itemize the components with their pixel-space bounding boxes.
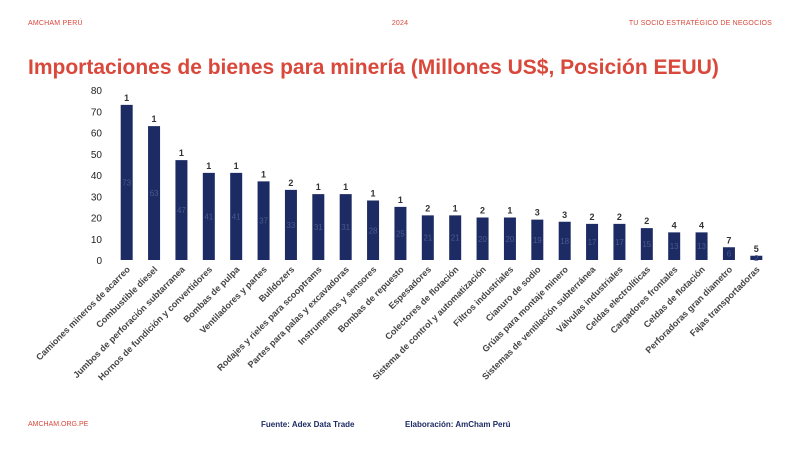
- footer-source: Fuente: Adex Data Trade: [261, 420, 355, 429]
- y-tick-label: 30: [91, 192, 103, 203]
- bar-value-label: 47: [177, 206, 186, 215]
- y-tick-label: 60: [91, 129, 103, 140]
- bar: [312, 194, 325, 260]
- bar-position-label: 1: [124, 93, 129, 103]
- x-category-label: Jumbos de perforación subtarranea: [71, 264, 187, 380]
- bar: [503, 217, 516, 260]
- bar: [695, 232, 708, 260]
- bar: [586, 223, 599, 260]
- y-tick-label: 0: [96, 256, 102, 267]
- bar-value-label: 21: [451, 234, 460, 243]
- bar-value-label: 73: [122, 178, 131, 187]
- bar-value-label: 18: [560, 237, 569, 246]
- bar: [476, 217, 489, 260]
- bar-position-label: 3: [562, 210, 567, 220]
- bar-position-label: 1: [371, 189, 376, 199]
- bar: [148, 126, 161, 260]
- bar: [640, 228, 653, 260]
- bar-position-label: 1: [152, 114, 157, 124]
- bar-position-label: 2: [644, 216, 649, 226]
- bar-position-label: 2: [590, 212, 595, 222]
- bar-position-label: 1: [206, 161, 211, 171]
- bar: [750, 255, 763, 260]
- bar-position-label: 1: [453, 203, 458, 213]
- bar: [230, 172, 243, 260]
- header-year: 2024: [391, 20, 409, 27]
- bar: [421, 215, 434, 260]
- bar-value-label: 13: [697, 242, 706, 251]
- bar-position-label: 2: [617, 212, 622, 222]
- y-tick-label: 40: [91, 171, 103, 182]
- bar-position-label: 1: [343, 182, 348, 192]
- header-brand: AMCHAM PERÚ: [28, 20, 83, 27]
- bar-value-label: 20: [505, 235, 514, 244]
- bar: [202, 172, 215, 260]
- bar-position-label: 3: [535, 208, 540, 218]
- footer-website[interactable]: AMCHAM.ORG.PE: [28, 421, 89, 428]
- bar-value-label: 25: [396, 229, 405, 238]
- bar: [449, 215, 462, 260]
- bar-position-label: 2: [288, 178, 293, 188]
- bar: [558, 221, 571, 260]
- bar-value-label: 13: [670, 242, 679, 251]
- bar: [339, 194, 352, 260]
- bar: [257, 181, 270, 260]
- footer-elaboration: Elaboración: AmCham Perú: [405, 420, 511, 429]
- bar-value-label: 17: [588, 238, 597, 247]
- bar-value-label: 15: [642, 240, 651, 249]
- bar-value-label: 33: [286, 221, 295, 230]
- bar-position-label: 1: [179, 148, 184, 158]
- y-tick-label: 10: [91, 235, 103, 246]
- bar: [613, 223, 626, 260]
- bar-position-label: 5: [754, 244, 759, 254]
- bar: [394, 206, 407, 260]
- bar-value-label: 41: [204, 212, 213, 221]
- bar-value-label: 31: [341, 223, 350, 232]
- bar: [120, 104, 133, 260]
- y-tick-label: 80: [91, 86, 103, 97]
- header-tagline: TU SOCIO ESTRATÉGICO DE NEGOCIOS: [628, 20, 772, 27]
- bar: [284, 189, 297, 260]
- bar: [175, 160, 188, 260]
- bar-position-label: 1: [234, 161, 239, 171]
- bar-position-label: 2: [480, 206, 485, 216]
- bar-position-label: 1: [507, 206, 512, 216]
- bar-value-label: 31: [314, 223, 323, 232]
- bar-value-label: 2: [754, 254, 759, 263]
- bar: [531, 219, 544, 260]
- bar-position-label: 4: [672, 220, 677, 230]
- bar-value-label: 37: [259, 217, 268, 226]
- bar: [722, 247, 735, 260]
- bar-value-label: 20: [478, 235, 487, 244]
- bar: [367, 200, 380, 260]
- bar: [668, 232, 681, 260]
- y-tick-label: 50: [91, 150, 103, 161]
- x-category-label: Partes para palas y excavadoras: [246, 264, 351, 369]
- y-tick-label: 20: [91, 214, 103, 225]
- bar-value-label: 63: [150, 189, 159, 198]
- bar-value-label: 41: [232, 212, 241, 221]
- bar-value-label: 6: [727, 250, 732, 259]
- bar-position-label: 7: [726, 235, 731, 245]
- bar-value-label: 19: [533, 236, 542, 245]
- bar-position-label: 1: [316, 182, 321, 192]
- bar-value-label: 21: [423, 234, 432, 243]
- bar-position-label: 2: [425, 203, 430, 213]
- chart-title: Importaciones de bienes para minería (Mi…: [28, 56, 719, 79]
- y-tick-label: 70: [91, 107, 103, 118]
- bar-position-label: 4: [699, 220, 704, 230]
- bar-position-label: 1: [398, 195, 403, 205]
- bar-value-label: 28: [369, 226, 378, 235]
- bar-position-label: 1: [261, 169, 266, 179]
- bar-value-label: 17: [615, 238, 624, 247]
